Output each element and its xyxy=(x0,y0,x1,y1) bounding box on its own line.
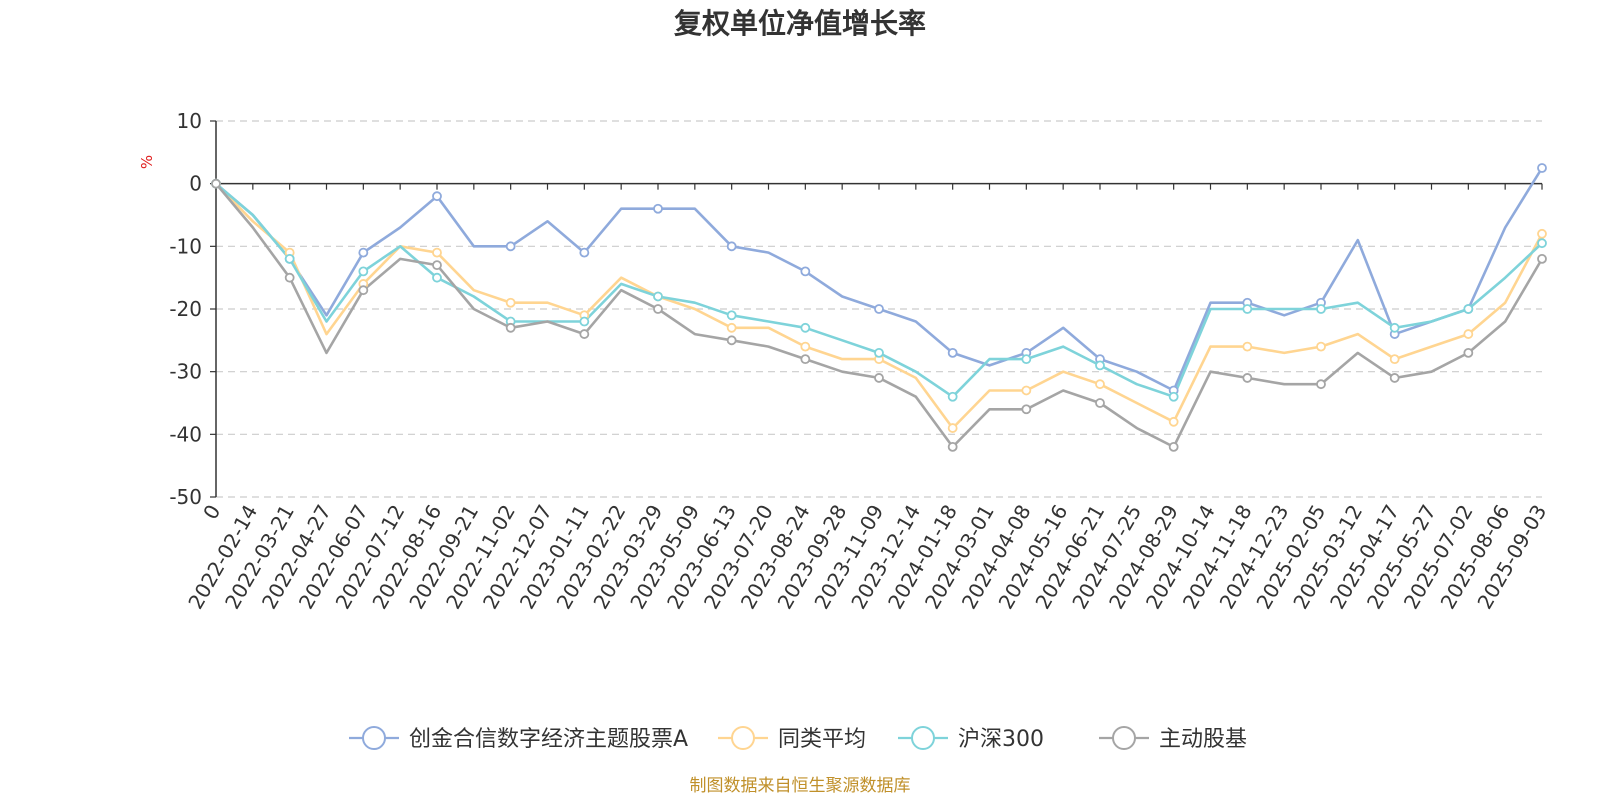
y-tick-label: -40 xyxy=(169,422,202,446)
data-point xyxy=(653,203,663,214)
data-point xyxy=(579,247,590,258)
data-point xyxy=(358,266,369,277)
series-line xyxy=(215,182,1544,449)
legend-label: 主动股基 xyxy=(1159,727,1247,752)
data-point xyxy=(1463,304,1474,314)
data-point xyxy=(1242,341,1253,352)
y-tick-label: -20 xyxy=(169,297,202,321)
data-point xyxy=(726,335,737,346)
data-point xyxy=(358,285,369,296)
data-point xyxy=(874,347,884,358)
data-point xyxy=(432,260,442,271)
data-point xyxy=(1168,416,1179,427)
data-point xyxy=(1095,379,1105,390)
y-tick-label: 10 xyxy=(177,109,202,133)
data-point xyxy=(1095,398,1105,408)
legend-item[interactable]: 沪深300 xyxy=(898,726,1044,752)
data-point xyxy=(1389,322,1400,333)
y-tick-labels: 10 0 -10 -20 -30 -40 -50 xyxy=(169,109,202,509)
x-tick-labels: 02022-02-142022-03-212022-04-272022-06-0… xyxy=(183,501,1551,614)
y-tick-label: 0 xyxy=(189,172,202,196)
data-point xyxy=(800,354,811,365)
data-point xyxy=(505,322,516,333)
series-lines xyxy=(211,163,1547,452)
legend-label: 创金合信数字经济主题股票A xyxy=(409,727,688,752)
data-point xyxy=(211,178,221,189)
legend-circle-icon xyxy=(731,726,755,750)
data-point xyxy=(947,423,958,433)
data-point xyxy=(1168,391,1179,402)
data-point xyxy=(1389,373,1400,383)
data-point xyxy=(358,247,369,258)
data-point xyxy=(874,373,884,383)
data-point xyxy=(284,272,295,283)
legend-circle-icon xyxy=(911,726,935,750)
data-point xyxy=(432,191,442,202)
data-point xyxy=(800,266,811,277)
data-point xyxy=(1463,329,1474,339)
legend-item[interactable]: 创金合信数字经济主题股票A xyxy=(349,726,688,752)
legend[interactable]: 创金合信数字经济主题股票A 同类平均 沪深300 主动股基 xyxy=(349,726,1247,752)
chart-title: 复权单位净值增长率 xyxy=(674,7,926,40)
data-point xyxy=(1242,373,1253,383)
data-point xyxy=(1537,253,1547,264)
x-tick-label: 0 xyxy=(198,501,225,524)
data-point xyxy=(579,329,590,339)
y-tick-label: -30 xyxy=(169,360,202,384)
data-point xyxy=(653,291,663,302)
data-point xyxy=(505,241,516,252)
data-point xyxy=(947,441,958,452)
data-point xyxy=(1316,304,1326,314)
data-point xyxy=(1389,354,1400,365)
data-source-note: 制图数据来自恒生聚源数据库 xyxy=(690,776,911,796)
data-point xyxy=(726,310,737,321)
data-point xyxy=(1537,238,1547,249)
data-point xyxy=(874,304,884,314)
y-axis-unit: % xyxy=(138,155,156,169)
data-point xyxy=(1168,441,1179,452)
data-point xyxy=(505,297,516,308)
data-point xyxy=(1021,354,1032,365)
data-point xyxy=(284,253,295,264)
data-point xyxy=(1021,385,1032,396)
data-point xyxy=(726,241,737,252)
data-point xyxy=(726,322,737,333)
data-point xyxy=(1021,404,1032,415)
legend-circle-icon xyxy=(1112,726,1136,750)
data-point xyxy=(1242,304,1253,314)
legend-item[interactable]: 同类平均 xyxy=(718,726,866,752)
data-point xyxy=(947,391,958,402)
data-point xyxy=(1316,341,1326,352)
legend-circle-icon xyxy=(362,726,386,750)
data-point xyxy=(653,304,663,314)
legend-item[interactable]: 主动股基 xyxy=(1099,726,1247,752)
data-point xyxy=(1316,379,1326,390)
y-tick-label: -10 xyxy=(169,234,202,258)
legend-label: 沪深300 xyxy=(958,727,1044,752)
data-point xyxy=(1095,360,1105,371)
data-point xyxy=(432,247,442,258)
data-point xyxy=(1537,163,1547,173)
y-tick-label: -50 xyxy=(169,485,202,509)
data-point xyxy=(1537,228,1547,239)
legend-label: 同类平均 xyxy=(778,727,866,752)
data-point xyxy=(800,322,811,333)
data-point xyxy=(579,316,590,327)
data-point xyxy=(800,341,811,352)
data-point xyxy=(947,347,958,358)
data-point xyxy=(1463,347,1474,358)
data-point xyxy=(432,272,442,283)
